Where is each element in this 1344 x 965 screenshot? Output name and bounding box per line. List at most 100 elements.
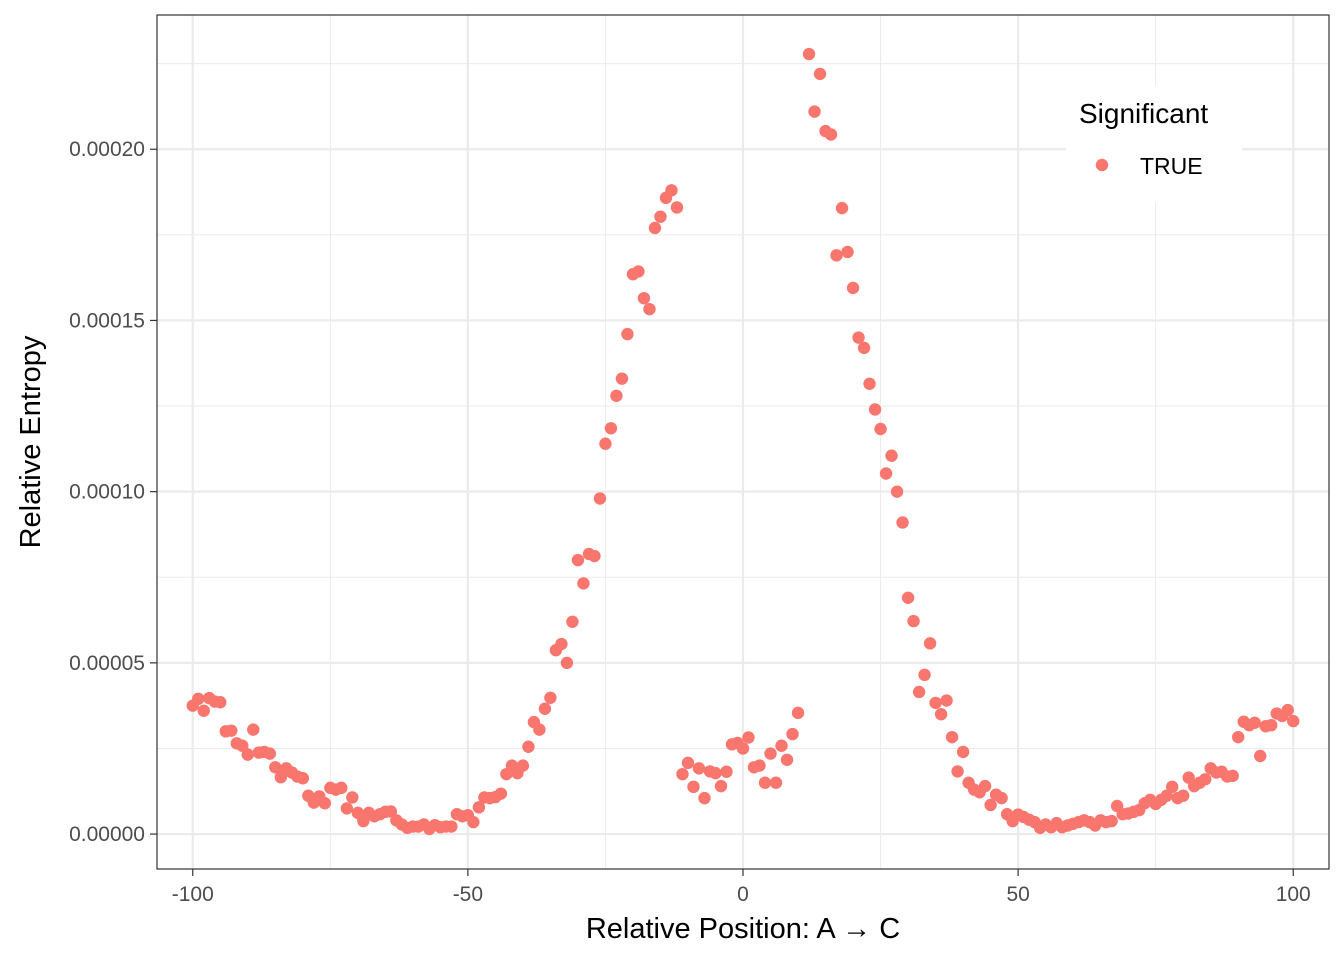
data-point (621, 327, 634, 341)
y-tick-label: 0.00015 (69, 309, 145, 332)
data-point (296, 772, 310, 785)
data-point (1105, 814, 1118, 828)
data-point (1232, 730, 1245, 744)
data-point (764, 747, 777, 760)
data-point (830, 249, 843, 262)
data-point (929, 696, 942, 710)
y-tick-label: 0.00000 (69, 823, 145, 846)
data-point (885, 449, 898, 462)
data-point (835, 201, 849, 215)
legend-label-true: TRUE (1140, 153, 1203, 179)
data-point (197, 704, 210, 718)
data-point (577, 577, 590, 590)
data-point (808, 105, 821, 118)
data-point (247, 723, 260, 736)
data-point (896, 516, 909, 529)
data-point (995, 791, 1008, 805)
data-point (192, 692, 205, 706)
data-point (890, 485, 904, 498)
data-point (1176, 789, 1190, 802)
data-point (720, 765, 733, 778)
data-point (560, 656, 574, 670)
data-point (236, 739, 249, 752)
data-point (269, 761, 282, 774)
y-tick-label: 0.00020 (69, 138, 145, 161)
data-point (571, 553, 585, 567)
data-point (544, 691, 557, 704)
data-point (714, 779, 728, 793)
data-point (775, 739, 788, 752)
data-point (907, 614, 920, 628)
x-tick-label: 50 (1006, 883, 1029, 906)
data-point (346, 791, 359, 804)
data-point (615, 372, 629, 385)
y-tick-label: 0.00010 (69, 481, 145, 504)
data-point (786, 727, 799, 741)
data-point (698, 791, 711, 805)
data-point (791, 706, 805, 720)
data-point (879, 467, 893, 480)
data-point (984, 798, 997, 812)
data-point (956, 745, 970, 759)
data-point (384, 805, 398, 818)
data-point (566, 615, 579, 628)
y-tick-label: 0.00005 (69, 652, 145, 675)
data-point (494, 787, 508, 800)
data-point (736, 742, 750, 755)
data-point (868, 403, 882, 416)
data-point (676, 767, 689, 781)
data-point (654, 210, 667, 223)
data-point (901, 591, 915, 605)
data-point (340, 802, 354, 815)
x-tick-label: 0 (737, 883, 749, 906)
data-point (599, 437, 612, 450)
data-point (318, 797, 332, 810)
data-point (274, 771, 288, 784)
data-point (522, 740, 535, 753)
data-point (846, 281, 860, 295)
data-point (516, 759, 530, 772)
data-point (632, 265, 645, 278)
data-point (940, 694, 953, 707)
data-point (742, 731, 755, 744)
x-axis: -100 -50 0 50 100 (172, 869, 1311, 906)
data-point (335, 781, 348, 795)
data-point (945, 730, 959, 744)
data-point (445, 820, 458, 833)
data-point (978, 779, 992, 793)
data-point (533, 723, 546, 736)
x-tick-label: -100 (172, 883, 214, 906)
data-point (648, 221, 662, 235)
data-points (186, 47, 1300, 836)
data-point (863, 377, 876, 390)
data-point (912, 685, 926, 699)
data-point (665, 184, 678, 197)
data-point (780, 753, 794, 766)
data-point (1248, 716, 1261, 729)
data-point (918, 668, 931, 682)
data-point (813, 67, 827, 81)
x-axis-label: Relative Position: A → C (586, 913, 900, 945)
data-point (588, 549, 601, 563)
data-point (709, 766, 722, 780)
data-point (643, 302, 656, 316)
data-point (692, 762, 706, 775)
data-point (1160, 789, 1173, 802)
legend-key-true (1095, 158, 1109, 172)
data-point (1254, 749, 1267, 763)
x-tick-label: 100 (1276, 883, 1311, 906)
data-point (769, 776, 783, 789)
data-point (241, 748, 254, 761)
data-point (758, 776, 772, 789)
data-point (472, 801, 486, 814)
data-point (555, 637, 568, 651)
data-point (951, 765, 964, 778)
data-point (824, 128, 838, 141)
data-point (593, 492, 607, 505)
data-point (802, 47, 816, 61)
data-point (1165, 780, 1179, 794)
data-point (263, 747, 276, 760)
data-point (1265, 718, 1278, 732)
data-point (610, 389, 623, 402)
